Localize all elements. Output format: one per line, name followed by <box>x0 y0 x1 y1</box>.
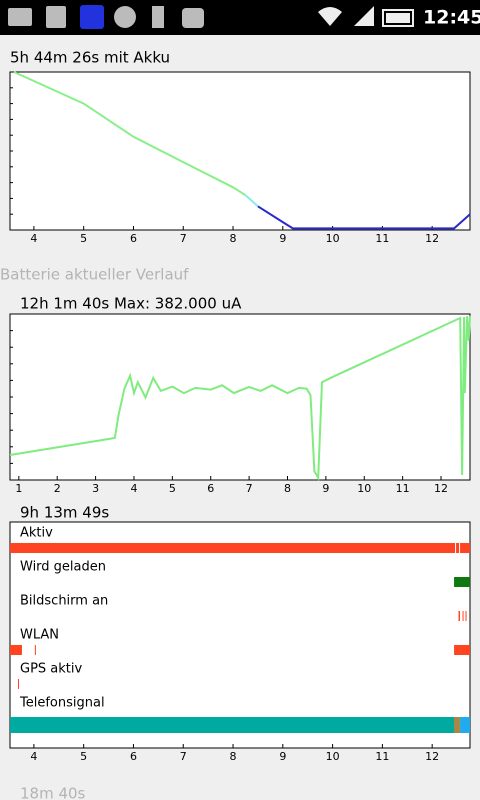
line-series <box>244 194 259 208</box>
x-tick-label: 9 <box>279 232 286 245</box>
mail-icon <box>8 8 32 26</box>
line-series <box>13 71 247 197</box>
x-tick-label: 7 <box>246 482 253 495</box>
s-icon <box>80 5 104 29</box>
line-series <box>257 205 471 230</box>
timeline-segment <box>454 645 470 655</box>
android-icon <box>182 8 204 28</box>
plot-area <box>9 313 471 481</box>
usb-icon <box>152 6 164 28</box>
x-tick-label: 4 <box>130 482 137 495</box>
timeline-segment <box>460 717 470 733</box>
row-label: Telefonsignal <box>19 696 105 711</box>
x-tick-label: 12 <box>425 750 439 763</box>
clock: 12:45 <box>423 7 480 29</box>
x-tick-label: 6 <box>130 232 137 245</box>
x-tick-label: 11 <box>375 232 389 245</box>
footer: 18m 40s <box>20 785 86 800</box>
x-tick-label: 12 <box>434 482 448 495</box>
x-tick-label: 10 <box>326 232 340 245</box>
timeline-segment <box>34 645 36 655</box>
timeline-segment <box>454 577 470 587</box>
timeline-segment <box>458 611 461 621</box>
timeline-segment <box>456 543 460 553</box>
row-label: WLAN <box>20 628 59 643</box>
x-tick-label: 10 <box>326 750 340 763</box>
x-tick-label: 8 <box>230 750 237 763</box>
app-icon <box>114 6 136 28</box>
battery-level <box>386 13 410 23</box>
x-tick-label: 12 <box>425 232 439 245</box>
x-tick-label: 11 <box>396 482 410 495</box>
x-tick-label: 5 <box>80 750 87 763</box>
download-icon <box>46 6 66 28</box>
line-series <box>9 315 471 482</box>
x-tick-label: 6 <box>207 482 214 495</box>
x-tick-label: 6 <box>130 750 137 763</box>
section-heading: Batterie aktueller Verlauf <box>0 266 189 284</box>
x-tick-label: 4 <box>30 750 37 763</box>
wifi-icon <box>318 7 342 26</box>
battery-icon <box>382 9 414 27</box>
x-tick-label: 11 <box>375 750 389 763</box>
x-tick-label: 1 <box>15 482 22 495</box>
row-label: GPS aktiv <box>20 662 83 677</box>
x-tick-label: 7 <box>180 232 187 245</box>
timeline-segment <box>460 543 470 553</box>
x-tick-label: 10 <box>357 482 371 495</box>
status-icons <box>8 5 414 29</box>
x-tick-label: 9 <box>279 750 286 763</box>
x-tick-label: 5 <box>169 482 176 495</box>
row-label: Wird geladen <box>20 560 106 575</box>
timeline-segment <box>10 543 456 553</box>
x-tick-label: 2 <box>54 482 61 495</box>
chart-title: 9h 13m 49s <box>20 504 109 522</box>
plot-area <box>9 71 471 231</box>
timeline-segment <box>465 611 467 621</box>
x-tick-label: 4 <box>30 232 37 245</box>
row-label: Aktiv <box>20 526 53 541</box>
timeline-segment <box>462 611 464 621</box>
timeline-segment <box>17 679 19 689</box>
timeline-segment <box>10 717 456 733</box>
x-tick-label: 9 <box>322 482 329 495</box>
x-tick-label: 8 <box>230 232 237 245</box>
x-tick-label: 3 <box>92 482 99 495</box>
plot-area <box>9 521 471 749</box>
chart-title: 5h 44m 26s mit Akku <box>10 49 170 67</box>
timeline-segment <box>10 645 22 655</box>
timeline-segment <box>454 717 461 733</box>
row-label: Bildschirm an <box>20 594 108 609</box>
x-tick-label: 8 <box>284 482 291 495</box>
chart-title: 12h 1m 40s Max: 382.000 uA <box>20 295 242 313</box>
x-tick-label: 5 <box>80 232 87 245</box>
x-tick-label: 7 <box>180 750 187 763</box>
signal-icon <box>354 6 374 26</box>
